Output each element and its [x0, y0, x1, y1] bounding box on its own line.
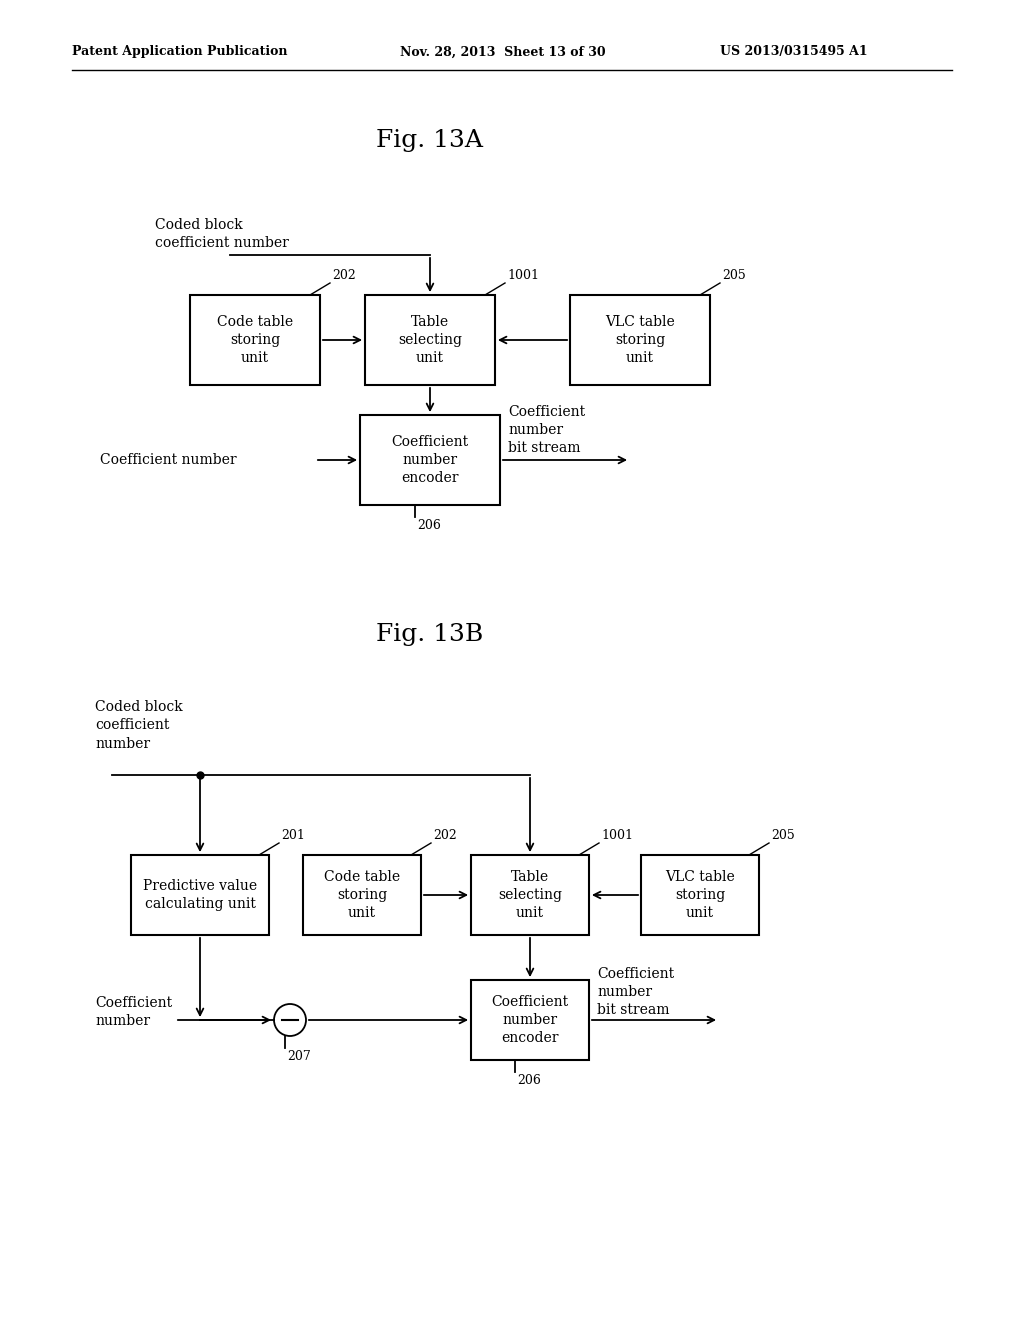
Text: Code table
storing
unit: Code table storing unit	[324, 870, 400, 920]
Bar	[641, 855, 759, 935]
Bar	[471, 979, 589, 1060]
Bar	[570, 294, 710, 385]
Text: Coded block
coefficient
number: Coded block coefficient number	[95, 700, 182, 751]
Text: 207: 207	[287, 1049, 310, 1063]
Text: Patent Application Publication: Patent Application Publication	[72, 45, 288, 58]
Text: 206: 206	[417, 519, 441, 532]
Text: Table
selecting
unit: Table selecting unit	[398, 314, 462, 366]
Text: Coefficient
number
encoder: Coefficient number encoder	[391, 434, 469, 486]
Text: VLC table
storing
unit: VLC table storing unit	[605, 314, 675, 366]
Text: 205: 205	[722, 269, 745, 282]
Bar	[360, 414, 500, 506]
Text: 1001: 1001	[507, 269, 539, 282]
Text: Fig. 13B: Fig. 13B	[377, 623, 483, 647]
Text: Fig. 13A: Fig. 13A	[377, 128, 483, 152]
Text: 201: 201	[281, 829, 305, 842]
Text: Predictive value
calculating unit: Predictive value calculating unit	[143, 879, 257, 911]
Text: Coded block
coefficient number: Coded block coefficient number	[155, 218, 289, 251]
Text: US 2013/0315495 A1: US 2013/0315495 A1	[720, 45, 867, 58]
Text: 1001: 1001	[601, 829, 633, 842]
Text: Table
selecting
unit: Table selecting unit	[498, 870, 562, 920]
Bar	[303, 855, 421, 935]
Text: 205: 205	[771, 829, 795, 842]
Text: Nov. 28, 2013  Sheet 13 of 30: Nov. 28, 2013 Sheet 13 of 30	[400, 45, 605, 58]
Text: Coefficient
number: Coefficient number	[95, 995, 172, 1028]
Text: Coefficient
number
bit stream: Coefficient number bit stream	[508, 405, 585, 455]
Text: Coefficient number: Coefficient number	[100, 453, 237, 467]
Text: Code table
storing
unit: Code table storing unit	[217, 314, 293, 366]
Text: Coefficient
number
encoder: Coefficient number encoder	[492, 994, 568, 1045]
Text: 202: 202	[433, 829, 457, 842]
Bar	[471, 855, 589, 935]
Bar	[131, 855, 269, 935]
Text: 206: 206	[517, 1074, 541, 1086]
Bar	[190, 294, 319, 385]
Bar	[365, 294, 495, 385]
Text: VLC table
storing
unit: VLC table storing unit	[666, 870, 735, 920]
Text: Coefficient
number
bit stream: Coefficient number bit stream	[597, 966, 674, 1018]
Text: 202: 202	[332, 269, 355, 282]
